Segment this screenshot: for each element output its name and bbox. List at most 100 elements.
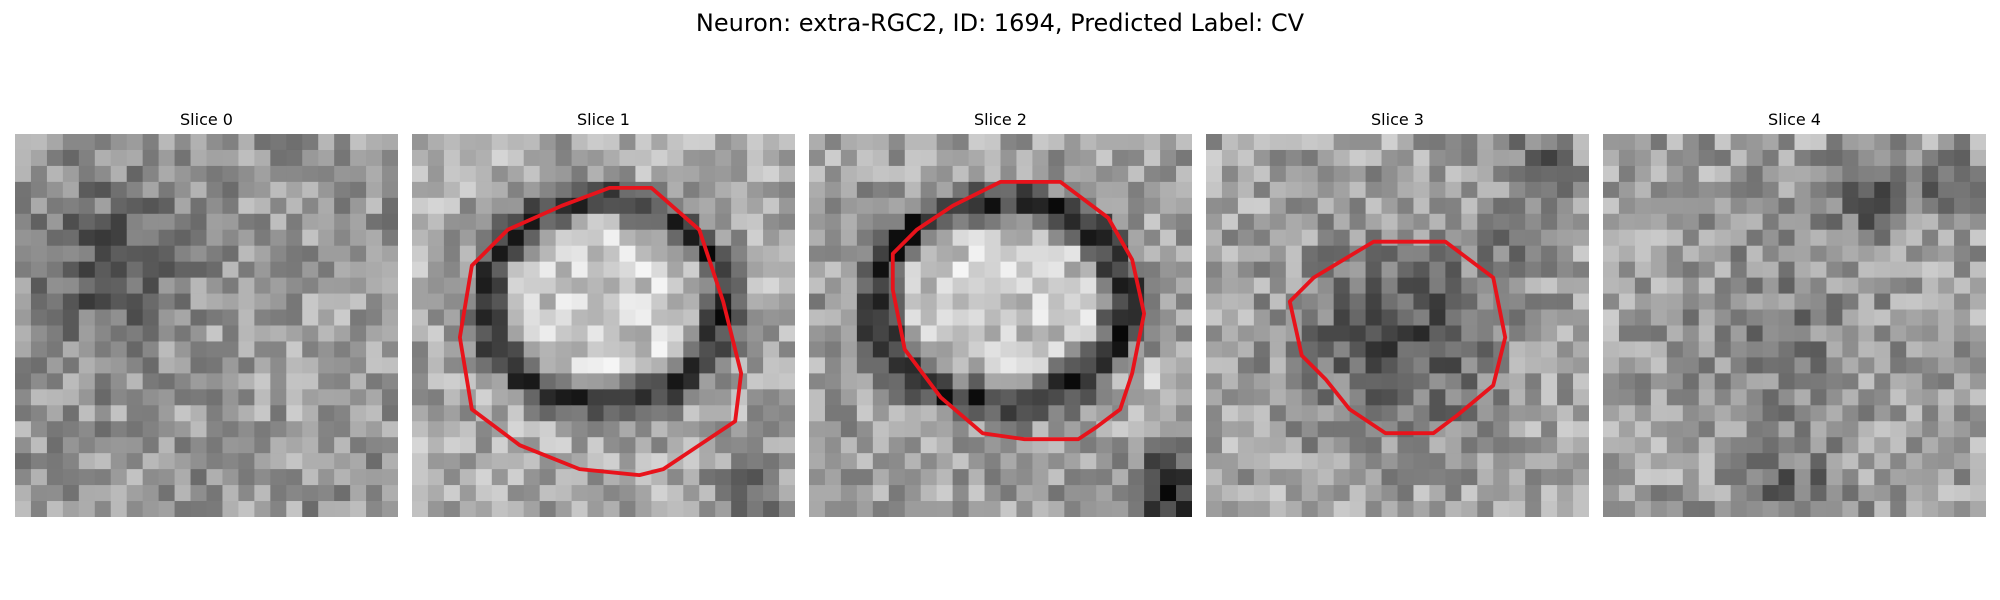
pixel xyxy=(1618,229,1636,247)
pixel xyxy=(78,421,96,438)
pixel xyxy=(1317,309,1335,326)
pixel xyxy=(1016,245,1033,263)
pixel xyxy=(1525,213,1542,231)
pixel xyxy=(459,405,477,422)
pixel xyxy=(1285,501,1303,517)
pixel xyxy=(382,485,398,502)
pixel xyxy=(1810,134,1827,151)
pixel xyxy=(1160,245,1177,263)
pixel xyxy=(1080,309,1097,326)
pixel xyxy=(15,405,32,422)
pixel xyxy=(1080,405,1097,422)
pixel xyxy=(94,134,112,151)
pixel xyxy=(920,421,938,438)
pixel xyxy=(809,437,826,454)
pixel xyxy=(110,389,128,406)
pixel xyxy=(840,309,858,326)
pixel xyxy=(1730,293,1748,311)
pixel xyxy=(1541,325,1558,342)
pixel xyxy=(126,325,144,342)
pixel xyxy=(1938,469,1955,486)
pixel xyxy=(555,373,573,390)
pixel xyxy=(1557,421,1574,438)
pixel xyxy=(523,357,541,374)
pixel xyxy=(1666,165,1684,183)
pixel xyxy=(238,165,255,183)
pixel xyxy=(1144,229,1161,247)
pixel xyxy=(840,485,858,502)
pixel xyxy=(1746,501,1764,517)
pixel xyxy=(1477,149,1494,167)
pixel xyxy=(1890,213,1907,231)
pixel xyxy=(539,181,557,199)
pixel xyxy=(1509,149,1526,167)
pixel xyxy=(94,453,112,470)
pixel xyxy=(1603,453,1620,470)
pixel xyxy=(15,229,32,247)
pixel xyxy=(254,469,271,486)
pixel xyxy=(254,245,271,263)
pixel xyxy=(683,405,700,422)
pixel xyxy=(1698,277,1716,295)
pixel xyxy=(1874,134,1891,151)
pixel xyxy=(110,453,128,470)
pixel xyxy=(443,437,461,454)
pixel xyxy=(1461,277,1478,295)
pixel xyxy=(350,341,367,358)
pixel xyxy=(1206,213,1223,231)
pixel xyxy=(110,485,128,502)
pixel xyxy=(1826,197,1843,215)
pixel xyxy=(1064,229,1081,247)
pixel xyxy=(507,485,525,502)
pixel xyxy=(1762,437,1780,454)
pixel xyxy=(1778,373,1795,390)
pixel xyxy=(1445,181,1462,199)
pixel xyxy=(1301,293,1319,311)
pixel xyxy=(1762,293,1780,311)
pixel xyxy=(984,165,1001,183)
pixel xyxy=(1176,453,1192,470)
pixel xyxy=(475,437,493,454)
pixel xyxy=(126,149,144,167)
pixel xyxy=(1890,325,1907,342)
pixel xyxy=(840,469,858,486)
pixel xyxy=(334,181,351,199)
pixel xyxy=(1603,197,1620,215)
pixel xyxy=(1858,277,1875,295)
pixel xyxy=(491,245,509,263)
pixel xyxy=(270,134,287,151)
pixel xyxy=(190,134,207,151)
pixel xyxy=(1397,293,1414,311)
pixel xyxy=(1016,373,1033,390)
pixel xyxy=(1285,181,1303,199)
pixel xyxy=(571,437,589,454)
pixel xyxy=(62,309,80,326)
pixel xyxy=(587,405,604,422)
pixel xyxy=(763,373,780,390)
pixel xyxy=(238,277,255,295)
pixel xyxy=(1557,213,1574,231)
pixel xyxy=(254,437,271,454)
pixel xyxy=(222,213,239,231)
pixel xyxy=(1746,389,1764,406)
pixel xyxy=(651,197,668,215)
pixel xyxy=(1826,277,1843,295)
pixel xyxy=(1698,309,1716,326)
pixel xyxy=(523,197,541,215)
pixel xyxy=(523,165,541,183)
pixel xyxy=(635,501,652,517)
pixel xyxy=(270,453,287,470)
pixel xyxy=(507,405,525,422)
pixel xyxy=(427,277,445,295)
pixel xyxy=(1176,437,1192,454)
pixel xyxy=(254,501,271,517)
pixel xyxy=(158,469,176,486)
pixel xyxy=(1810,389,1827,406)
pixel xyxy=(555,261,573,279)
pixel xyxy=(78,309,96,326)
pixel xyxy=(1429,181,1446,199)
pixel xyxy=(1064,421,1081,438)
pixel xyxy=(1938,341,1955,358)
pixel xyxy=(1000,405,1017,422)
pixel xyxy=(1650,229,1668,247)
